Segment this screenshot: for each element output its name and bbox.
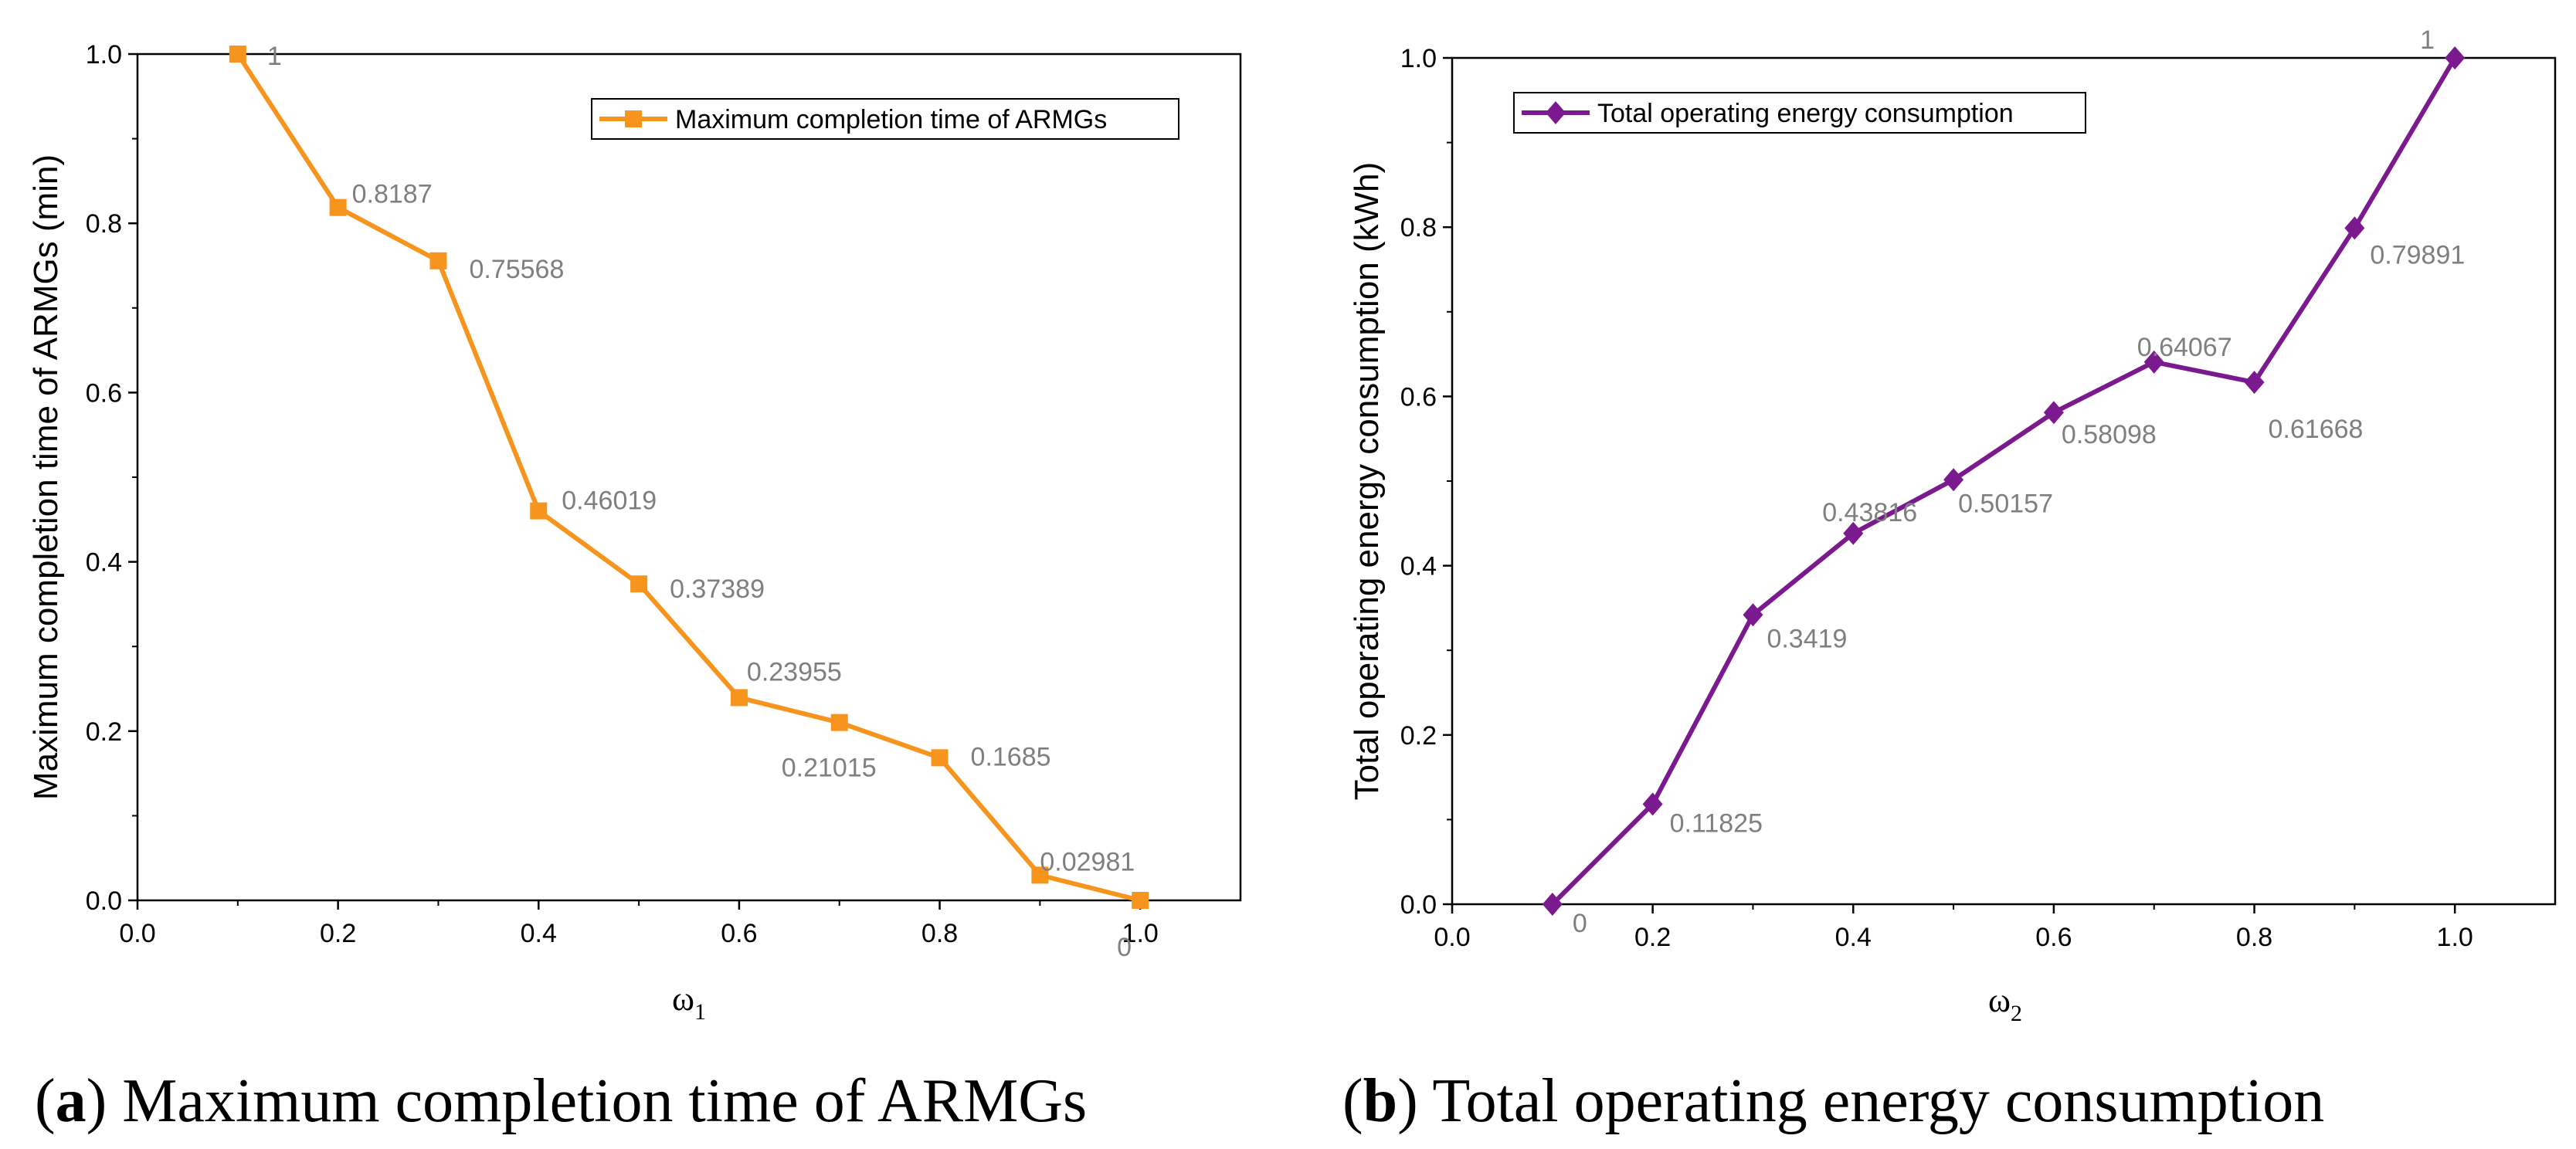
data-point — [830, 713, 848, 731]
data-point — [2244, 371, 2265, 395]
x-axis-label: ω1 — [672, 980, 706, 1025]
y-tick-label: 0.2 — [86, 717, 122, 747]
caption-paren-open: ( — [1342, 1067, 1363, 1135]
series-line — [1550, 56, 2457, 907]
data-point — [1542, 893, 1563, 916]
x-tick-label: 0.6 — [721, 919, 757, 948]
data-point — [630, 575, 648, 593]
data-label: 0.37389 — [670, 574, 765, 604]
panel-caption: (b) Total operating energy consumption — [1342, 1067, 2324, 1135]
x-axis-label-subscript: 1 — [694, 999, 706, 1025]
legend-marker — [625, 110, 642, 127]
x-axis-label-symbol: ω — [1988, 981, 2011, 1019]
data-point — [730, 689, 748, 707]
data-label: 0.11825 — [1670, 808, 1763, 838]
data-label: 1 — [267, 42, 282, 71]
data-point — [931, 749, 949, 767]
data-point — [329, 198, 347, 216]
data-label: 0.64067 — [2137, 333, 2232, 362]
caption-letter: a — [56, 1067, 87, 1135]
data-point — [1743, 603, 1763, 627]
data-label: 0.21015 — [782, 754, 877, 783]
legend-box — [591, 98, 1179, 140]
y-tick-label: 0.8 — [86, 209, 122, 239]
data-label: 0.3419 — [1767, 624, 1847, 653]
y-tick-label: 0.6 — [86, 378, 122, 408]
x-tick-label: 0.0 — [119, 919, 155, 948]
data-point — [530, 502, 548, 520]
data-label: 0.23955 — [747, 657, 842, 686]
y-tick-label: 0.2 — [1400, 721, 1437, 751]
x-tick-label: 1.0 — [1122, 919, 1159, 948]
panel-caption: (a) Maximum completion time of ARMGs — [35, 1067, 1087, 1135]
x-tick-label: 0.2 — [320, 919, 356, 948]
caption-letter: b — [1363, 1067, 1398, 1135]
data-point — [2043, 401, 2064, 425]
data-point — [2143, 350, 2164, 374]
y-axis-label: Maximum completion time of ARMGs (min) — [27, 154, 65, 800]
data-label: 0 — [1573, 909, 1587, 938]
y-tick-label: 0.8 — [1400, 213, 1437, 242]
y-tick-label: 0.6 — [1400, 382, 1437, 412]
data-label: 0.02981 — [1040, 847, 1135, 876]
data-point — [1031, 866, 1049, 884]
series-line — [236, 53, 1141, 903]
y-tick-label: 1.0 — [86, 40, 122, 69]
y-tick-label: 0.4 — [86, 548, 122, 578]
chart-panel-b: 0.0 0.2 0.4 0.6 0.8 1.0 0.0 0.2 0.4 0.6 0.8 1.0 Tota… — [1342, 25, 2557, 1135]
caption-text: ) Maximum completion time of ARMGs — [87, 1067, 1087, 1135]
x-axis-label: ω2 — [1988, 981, 2022, 1026]
x-axis-label-subscript: 2 — [2011, 1001, 2022, 1026]
x-tick-label: 0.8 — [2236, 923, 2272, 952]
y-tick-label: 0.0 — [1400, 890, 1437, 920]
x-tick-label: 1.0 — [2437, 923, 2473, 952]
data-label: 0 — [1117, 933, 1132, 962]
chart-panel-a: 0.0 0.2 0.4 0.6 0.8 1.0 0.0 0.2 0.4 0.6 0.8 1.0 Maxi… — [27, 40, 1242, 1135]
y-tick-label: 0.4 — [1400, 552, 1437, 581]
y-tick-label: 1.0 — [1400, 44, 1437, 73]
x-tick-label: 0.6 — [2035, 923, 2072, 952]
data-point — [1943, 468, 1964, 492]
y-axis-label: Total operating energy consumption (kWh) — [1348, 162, 1386, 801]
x-tick-label: 0.4 — [521, 919, 557, 948]
legend-label: Maximum completion time of ARMGs — [675, 105, 1107, 134]
data-label: 0.75568 — [469, 255, 564, 284]
x-tick-label: 0.0 — [1434, 923, 1470, 952]
data-point — [1642, 792, 1663, 816]
x-axis-label-symbol: ω — [672, 980, 694, 1018]
caption-text: ) Total operating energy consumption — [1397, 1067, 2324, 1135]
data-label: 0.43816 — [1822, 498, 1917, 527]
data-point — [2344, 216, 2365, 240]
x-tick-label: 0.4 — [1835, 923, 1872, 952]
data-point — [1843, 521, 1864, 545]
legend-box — [1513, 92, 2086, 134]
legend-marker — [1546, 101, 1566, 124]
data-point — [1132, 892, 1149, 909]
data-label: 1 — [2420, 25, 2435, 55]
data-label: 0.46019 — [562, 486, 657, 516]
data-label: 0.1685 — [971, 742, 1051, 771]
y-tick-label: 0.0 — [86, 886, 122, 916]
data-point — [229, 46, 246, 63]
data-label: 0.61668 — [2269, 415, 2364, 444]
data-label: 0.50157 — [1958, 489, 2053, 518]
data-label: 0.79891 — [2370, 240, 2465, 269]
legend-label: Total operating energy consumption — [1597, 99, 2014, 128]
data-label: 0.58098 — [2062, 420, 2157, 449]
data-label: 0.8187 — [352, 180, 433, 209]
data-point — [429, 252, 447, 269]
x-tick-label: 0.2 — [1634, 923, 1671, 952]
caption-paren-open: ( — [35, 1067, 56, 1135]
data-point — [2445, 46, 2466, 69]
x-tick-label: 0.8 — [921, 919, 958, 948]
